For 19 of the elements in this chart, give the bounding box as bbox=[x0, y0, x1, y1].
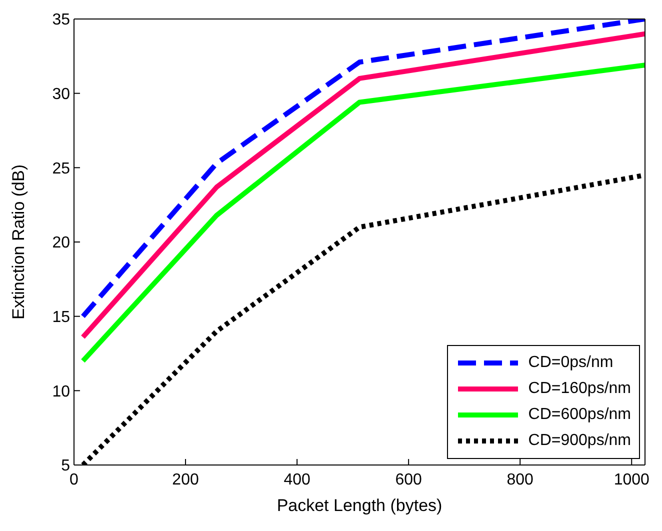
x-tick-label: 400 bbox=[284, 471, 310, 488]
y-tick-label: 30 bbox=[52, 86, 70, 104]
x-tick-label: 600 bbox=[395, 471, 422, 488]
y-tick-label: 10 bbox=[52, 383, 70, 400]
legend-label: CD=0ps/nm bbox=[528, 354, 614, 372]
y-tick-label: 20 bbox=[52, 234, 70, 252]
x-tick-label: 200 bbox=[172, 471, 199, 488]
y-tick-label: 5 bbox=[61, 458, 70, 475]
x-axis-title: Packet Length (bytes) bbox=[276, 496, 442, 515]
y-axis-title: Extinction Ratio (dB) bbox=[9, 164, 28, 320]
x-tick-label: 0 bbox=[70, 471, 79, 488]
y-tick-label: 15 bbox=[52, 309, 70, 326]
x-tick-label: 800 bbox=[506, 471, 534, 488]
x-tick-label: 1000 bbox=[614, 471, 650, 488]
y-tick-label: 25 bbox=[52, 160, 70, 178]
y-tick-label: 35 bbox=[52, 12, 70, 29]
legend-label: CD=160ps/nm bbox=[528, 380, 631, 398]
legend-label: CD=600ps/nm bbox=[528, 406, 631, 424]
legend-label: CD=900ps/nm bbox=[528, 432, 631, 450]
